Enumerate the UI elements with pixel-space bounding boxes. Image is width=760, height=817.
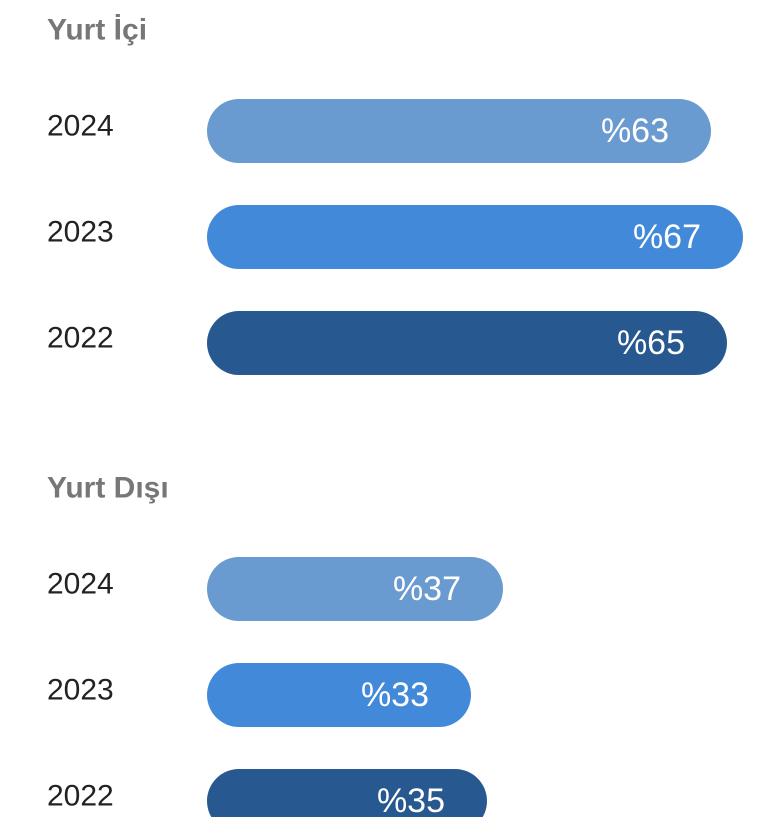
- value-label: %33: [361, 676, 429, 714]
- category-label: 2023: [47, 674, 114, 707]
- category-label: 2022: [47, 780, 114, 813]
- bar: [207, 311, 727, 375]
- bar: [207, 205, 743, 269]
- category-label: 2022: [47, 322, 114, 355]
- value-label: %67: [633, 218, 701, 256]
- value-label: %37: [393, 570, 461, 608]
- category-label: 2024: [47, 110, 114, 143]
- bar: [207, 99, 711, 163]
- value-label: %35: [377, 782, 445, 817]
- value-label: %63: [601, 112, 669, 150]
- bar: [207, 769, 487, 817]
- section-title: Yurt Dışı: [47, 472, 169, 505]
- category-label: 2023: [47, 216, 114, 249]
- value-label: %65: [617, 324, 685, 362]
- bar: [207, 663, 471, 727]
- bar: [207, 557, 503, 621]
- section-title: Yurt İçi: [47, 14, 147, 47]
- category-label: 2024: [47, 568, 114, 601]
